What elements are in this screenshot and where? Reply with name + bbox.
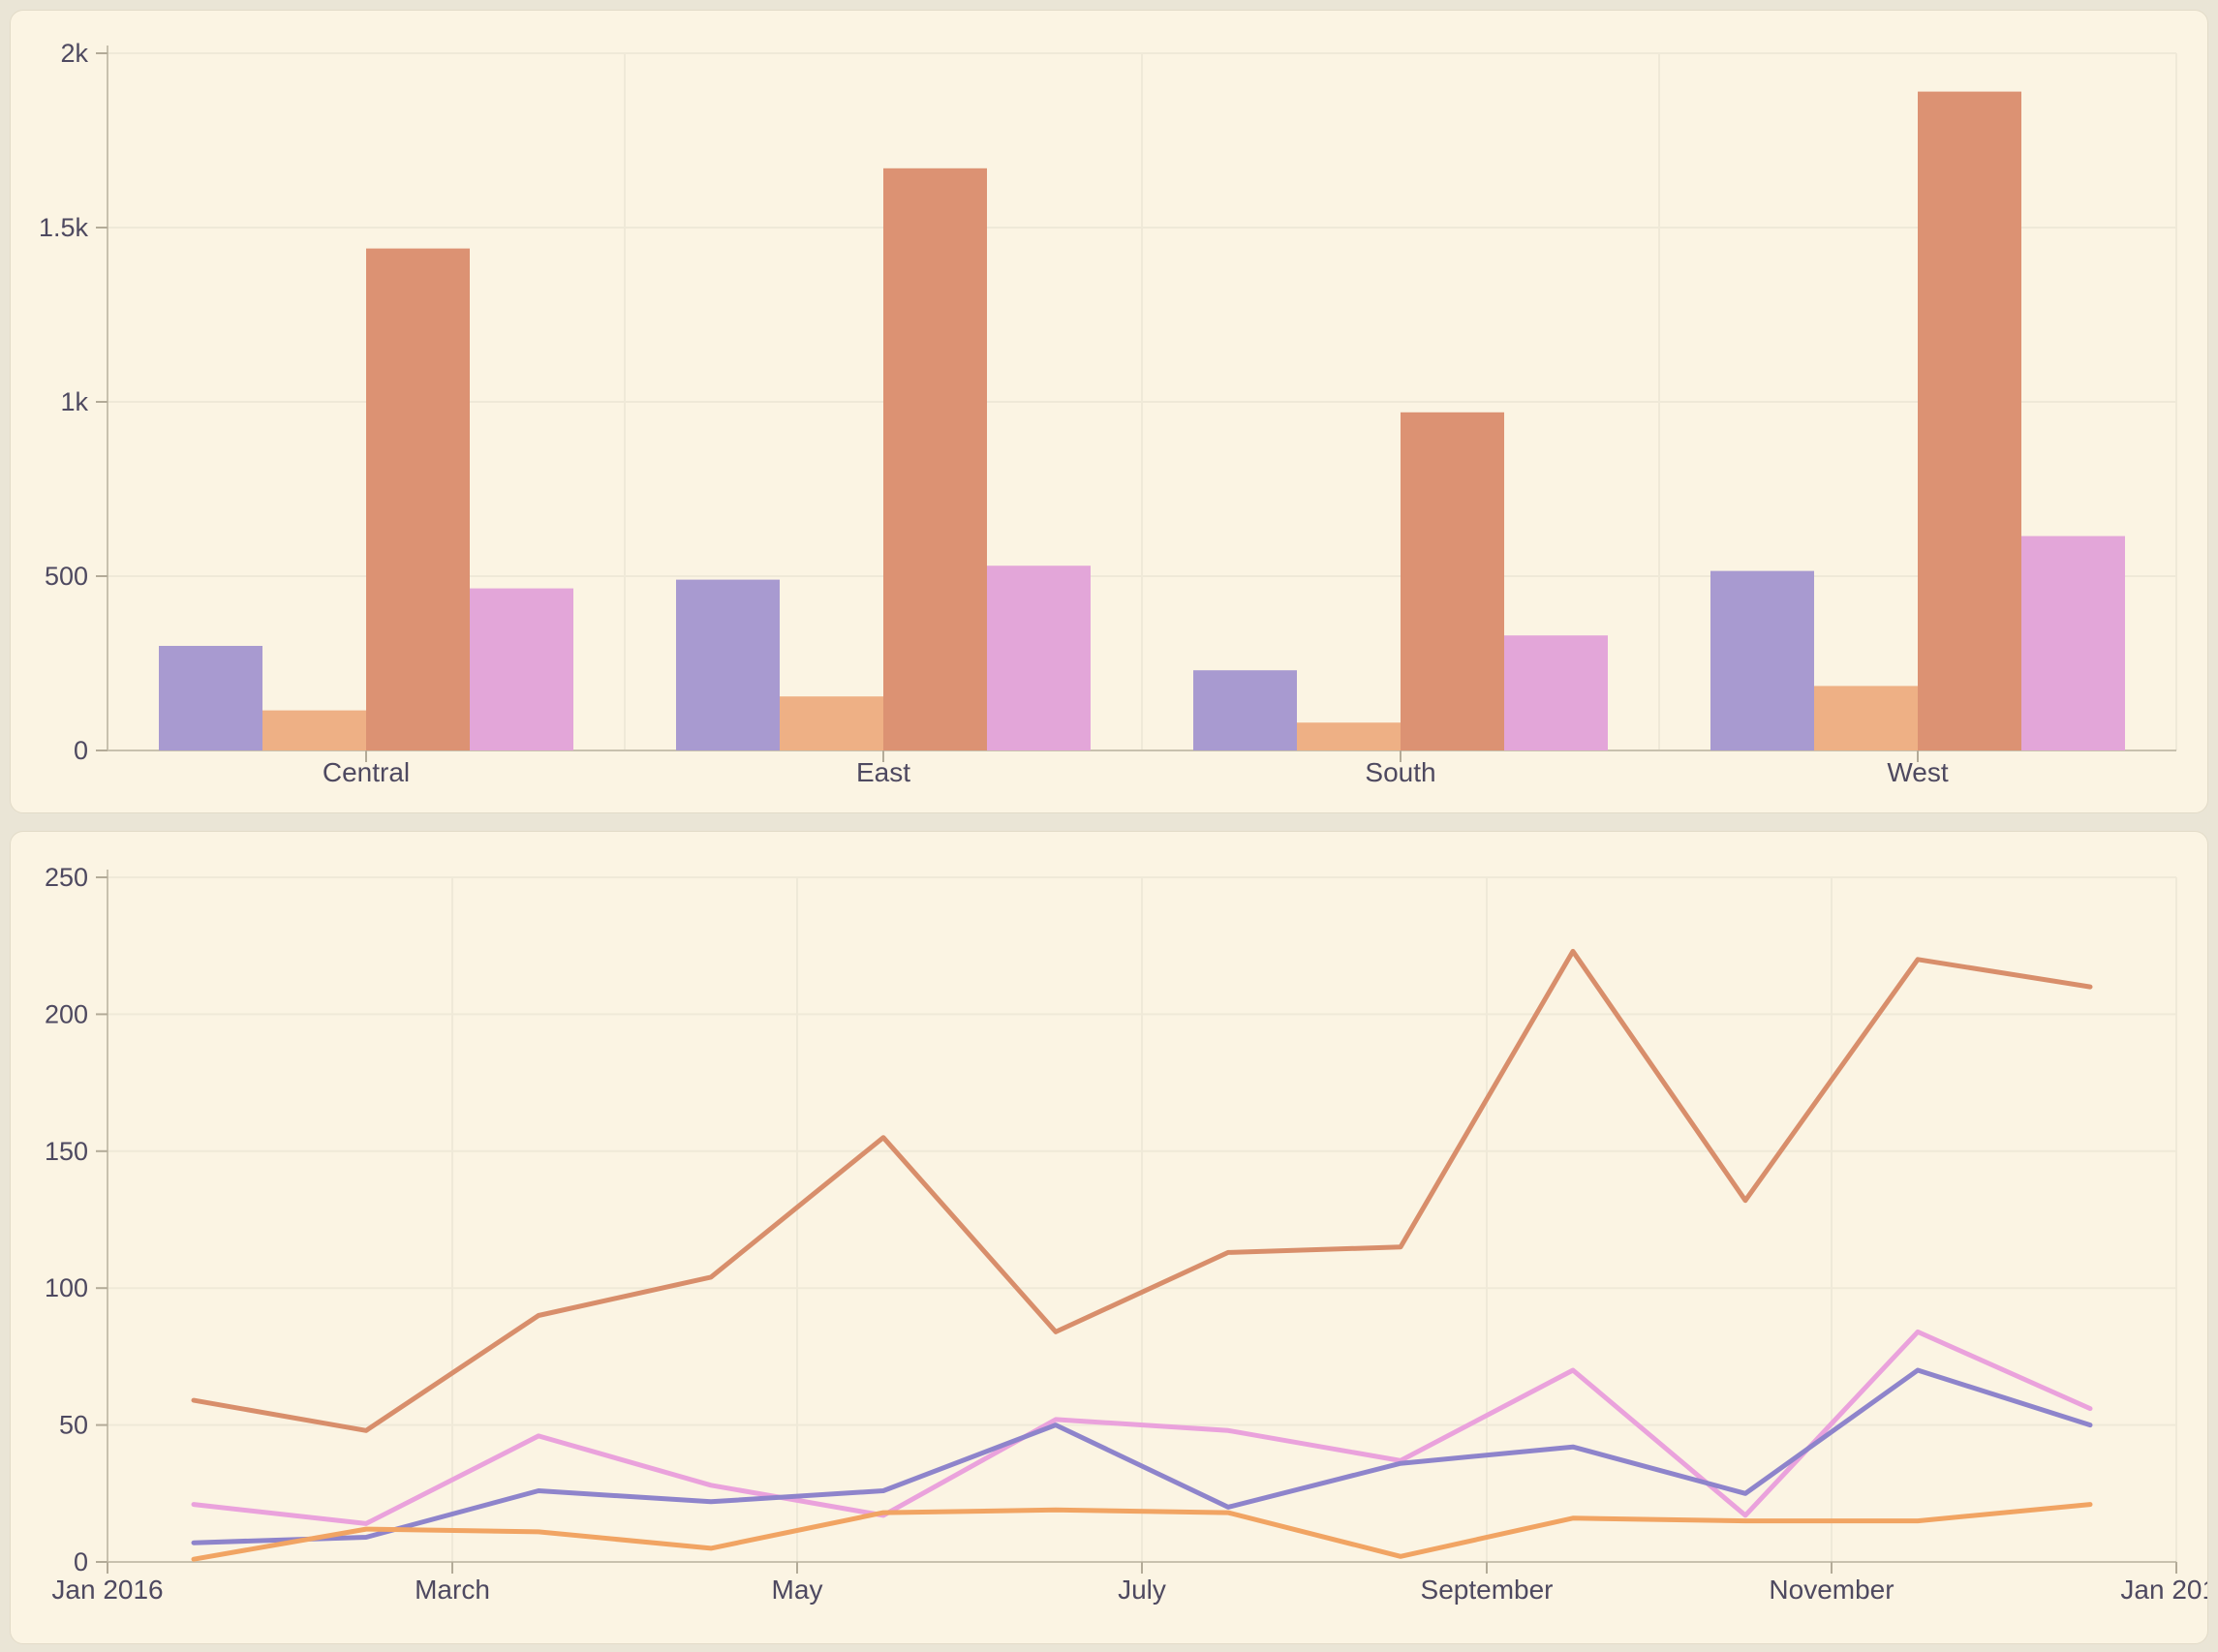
- line-orange[interactable]: [191, 1502, 2093, 1562]
- x-axis-label: West: [1887, 757, 1948, 787]
- x-axis-label: May: [772, 1575, 823, 1605]
- x-axis-label: Central: [323, 757, 410, 787]
- bar-chart-panel: 0 500 1k 1.5k 2k Central East South West: [10, 10, 2208, 813]
- y-axis-label: 500: [45, 562, 88, 591]
- x-axis-label: September: [1421, 1575, 1554, 1605]
- bar-central-series-purple[interactable]: [159, 646, 262, 750]
- x-axis-label: July: [1118, 1575, 1166, 1605]
- y-axis-label: 100: [45, 1273, 88, 1302]
- x-axis-label: Jan 2017: [2120, 1575, 2207, 1605]
- bar-east-series-pink[interactable]: [987, 566, 1091, 750]
- x-axis-label: March: [415, 1575, 490, 1605]
- x-axis-label: Jan 2016: [51, 1575, 163, 1605]
- bar-chart-svg: 0 500 1k 1.5k 2k Central East South West: [39, 39, 2177, 787]
- y-axis-label: 1k: [60, 387, 88, 416]
- bar-south-series-pink[interactable]: [1504, 635, 1608, 750]
- bar-west-series-pink[interactable]: [2021, 535, 2125, 750]
- x-axis-label: November: [1769, 1575, 1894, 1605]
- bar-west-series-purple[interactable]: [1710, 570, 1814, 750]
- line-chart-panel: 0 50 100 150 200 250 Jan 2016 March May July Septe…: [10, 831, 2208, 1644]
- bar-west-series-salmon[interactable]: [1918, 91, 2021, 751]
- bar-central-series-pink[interactable]: [470, 588, 573, 750]
- y-axis-label: 1.5k: [39, 213, 89, 242]
- bar-central-series-peach[interactable]: [262, 710, 366, 750]
- bar-east-series-peach[interactable]: [780, 696, 883, 750]
- y-axis-label: 2k: [60, 39, 88, 68]
- bar-west-series-peach[interactable]: [1814, 686, 1918, 750]
- y-axis-label: 200: [45, 999, 88, 1028]
- bar-east-series-purple[interactable]: [676, 579, 780, 750]
- y-axis-label: 0: [74, 1547, 88, 1576]
- line-purple[interactable]: [191, 1367, 2093, 1545]
- x-axis-label: South: [1365, 757, 1435, 787]
- bar-south-series-peach[interactable]: [1297, 722, 1401, 750]
- bar-east-series-salmon[interactable]: [883, 168, 987, 751]
- line-pink[interactable]: [191, 1329, 2093, 1526]
- x-axis-label: East: [856, 757, 910, 787]
- line-chart-svg: 0 50 100 150 200 250 Jan 2016 March May July Septe…: [45, 863, 2207, 1605]
- y-axis-label: 50: [59, 1411, 88, 1440]
- line-salmon[interactable]: [191, 948, 2093, 1433]
- y-axis-label: 250: [45, 863, 88, 892]
- bar-south-series-purple[interactable]: [1193, 670, 1297, 750]
- bar-central-series-salmon[interactable]: [366, 248, 470, 751]
- y-axis-label: 0: [74, 736, 88, 765]
- y-axis-label: 150: [45, 1137, 88, 1166]
- bar-south-series-salmon[interactable]: [1401, 412, 1504, 750]
